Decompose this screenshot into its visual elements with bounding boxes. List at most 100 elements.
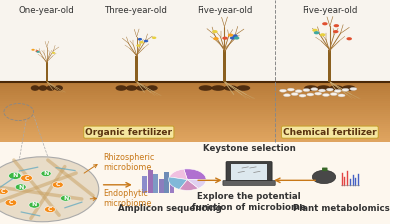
FancyBboxPatch shape (0, 112, 390, 114)
Ellipse shape (211, 85, 225, 91)
Text: N: N (18, 185, 23, 190)
FancyBboxPatch shape (0, 106, 390, 108)
FancyBboxPatch shape (0, 134, 390, 136)
FancyBboxPatch shape (0, 116, 390, 118)
Ellipse shape (304, 85, 318, 91)
Circle shape (52, 52, 55, 54)
Circle shape (5, 199, 17, 206)
Circle shape (322, 22, 328, 25)
Text: N: N (63, 196, 68, 201)
FancyBboxPatch shape (135, 56, 138, 82)
FancyBboxPatch shape (223, 50, 226, 82)
Ellipse shape (350, 88, 357, 90)
FancyBboxPatch shape (0, 124, 390, 126)
FancyBboxPatch shape (223, 181, 275, 185)
FancyBboxPatch shape (159, 179, 164, 193)
FancyBboxPatch shape (170, 177, 174, 193)
Circle shape (136, 44, 141, 47)
Ellipse shape (39, 85, 47, 91)
Text: One-year-old: One-year-old (19, 6, 75, 15)
Ellipse shape (126, 85, 137, 91)
FancyBboxPatch shape (154, 174, 158, 193)
Text: C: C (48, 207, 52, 212)
Text: Rhizospheric
microbiome: Rhizospheric microbiome (104, 153, 155, 172)
Ellipse shape (303, 89, 310, 91)
Circle shape (222, 37, 228, 40)
Text: N: N (12, 173, 18, 178)
Ellipse shape (31, 85, 39, 91)
FancyBboxPatch shape (0, 87, 390, 90)
Wedge shape (184, 169, 206, 180)
Ellipse shape (291, 93, 298, 95)
Ellipse shape (315, 92, 322, 95)
Text: C: C (1, 189, 5, 194)
Circle shape (232, 34, 238, 38)
Text: Amplicon sequencing: Amplicon sequencing (118, 204, 222, 213)
Text: Explore the potential
function of microbiome: Explore the potential function of microb… (192, 192, 306, 212)
Circle shape (228, 34, 233, 37)
Circle shape (230, 37, 236, 40)
FancyBboxPatch shape (226, 162, 272, 182)
FancyBboxPatch shape (322, 168, 328, 171)
FancyBboxPatch shape (46, 62, 48, 82)
Wedge shape (180, 180, 198, 190)
FancyBboxPatch shape (0, 108, 390, 110)
Ellipse shape (322, 94, 330, 96)
FancyBboxPatch shape (164, 172, 169, 193)
Circle shape (346, 37, 352, 40)
Text: Endophytic
microbiome: Endophytic microbiome (104, 189, 152, 208)
Ellipse shape (284, 94, 290, 97)
Ellipse shape (280, 89, 286, 92)
Text: N: N (43, 171, 49, 176)
Circle shape (312, 29, 318, 32)
FancyBboxPatch shape (0, 0, 390, 82)
Circle shape (0, 189, 8, 194)
FancyBboxPatch shape (0, 140, 390, 142)
FancyBboxPatch shape (0, 99, 390, 102)
Circle shape (52, 182, 63, 188)
FancyBboxPatch shape (0, 93, 390, 96)
Ellipse shape (295, 90, 302, 93)
FancyBboxPatch shape (0, 122, 390, 124)
Text: C: C (9, 200, 13, 205)
Text: C: C (56, 182, 60, 187)
Circle shape (314, 31, 319, 34)
Ellipse shape (46, 85, 55, 91)
Ellipse shape (317, 85, 330, 91)
Text: Plant metabolomics: Plant metabolomics (293, 204, 390, 213)
FancyBboxPatch shape (0, 118, 390, 120)
Circle shape (333, 30, 338, 33)
FancyBboxPatch shape (328, 50, 332, 82)
Ellipse shape (330, 93, 337, 95)
Ellipse shape (307, 93, 314, 96)
FancyBboxPatch shape (0, 142, 390, 224)
Circle shape (36, 50, 39, 52)
Ellipse shape (54, 85, 63, 91)
Ellipse shape (116, 85, 127, 91)
Wedge shape (169, 177, 187, 189)
FancyBboxPatch shape (142, 176, 147, 193)
FancyBboxPatch shape (0, 132, 390, 134)
Circle shape (320, 33, 326, 36)
Circle shape (41, 171, 51, 177)
FancyBboxPatch shape (0, 89, 390, 92)
FancyBboxPatch shape (0, 120, 390, 122)
Wedge shape (169, 169, 187, 180)
Circle shape (21, 175, 32, 181)
Text: Three-year-old: Three-year-old (105, 6, 168, 15)
FancyBboxPatch shape (148, 170, 153, 193)
FancyBboxPatch shape (0, 128, 390, 130)
FancyBboxPatch shape (0, 110, 390, 112)
Circle shape (36, 51, 40, 53)
Circle shape (312, 170, 336, 184)
FancyBboxPatch shape (0, 103, 390, 106)
Circle shape (31, 49, 35, 51)
Circle shape (234, 37, 239, 40)
FancyBboxPatch shape (0, 81, 390, 84)
Ellipse shape (342, 88, 349, 91)
Circle shape (44, 206, 56, 213)
Ellipse shape (299, 94, 306, 97)
Circle shape (138, 38, 142, 41)
Circle shape (212, 30, 218, 33)
Ellipse shape (311, 88, 318, 91)
